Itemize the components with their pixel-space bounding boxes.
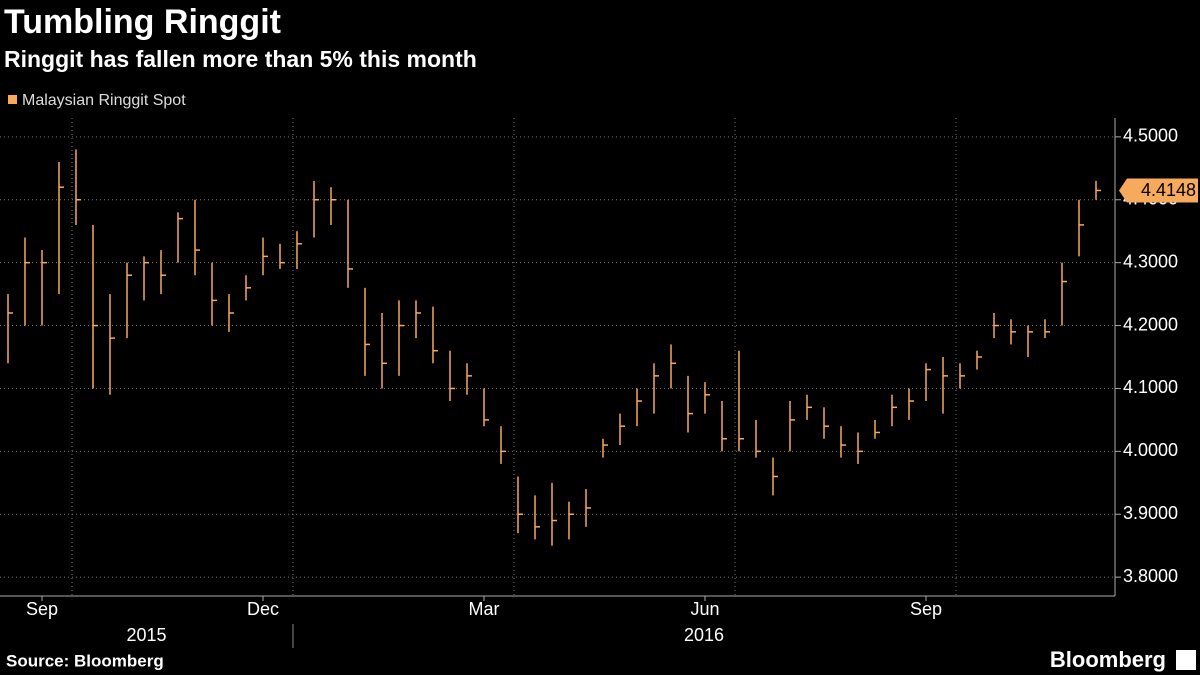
x-tick-label: Jun xyxy=(690,599,719,619)
y-tick-label: 3.9000 xyxy=(1123,503,1178,523)
last-value-tag xyxy=(1119,178,1198,203)
y-tick-label: 4.5000 xyxy=(1123,126,1178,146)
chart-title: Tumbling Ringgit xyxy=(4,3,281,41)
legend-label: Malaysian Ringgit Spot xyxy=(22,92,186,109)
brand: Bloomberg xyxy=(1050,647,1166,672)
y-tick-label: 4.2000 xyxy=(1123,314,1178,334)
legend-swatch xyxy=(8,95,17,104)
x-tick-label: Dec xyxy=(247,599,279,619)
y-tick-label: 4.0000 xyxy=(1123,440,1178,460)
x-tick-label: Mar xyxy=(469,599,500,619)
y-tick-label: 4.1000 xyxy=(1123,377,1178,397)
x-tick-label: Sep xyxy=(910,599,942,619)
last-value-label: 4.4148 xyxy=(1141,180,1196,200)
source: Source: Bloomberg xyxy=(6,651,164,670)
brand-icon xyxy=(1176,650,1196,670)
year-label: 2015 xyxy=(126,625,166,645)
chart-subtitle: Ringgit has fallen more than 5% this mon… xyxy=(4,46,477,72)
y-tick-label: 3.8000 xyxy=(1123,566,1178,586)
year-label: 2016 xyxy=(684,625,724,645)
y-tick-label: 4.3000 xyxy=(1123,251,1178,271)
x-tick-label: Sep xyxy=(26,599,58,619)
